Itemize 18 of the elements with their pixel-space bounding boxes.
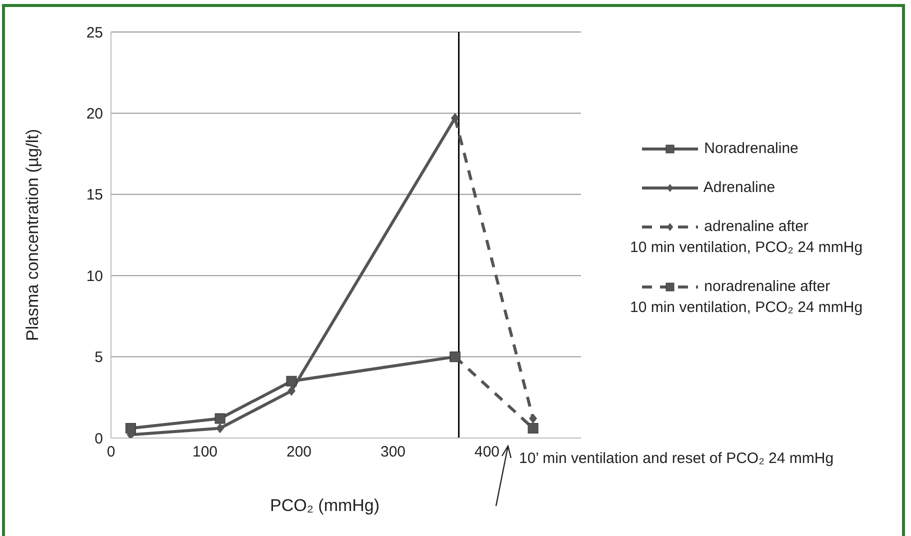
legend-label: Noradrenaline — [703, 140, 800, 157]
y-tick-label: 15 — [86, 186, 103, 204]
y-axis-title: Plasma concentration (µg/lt) — [23, 129, 43, 341]
legend-label: Adrenaline — [702, 179, 776, 196]
y-tick-label: 5 — [94, 349, 103, 366]
x-tick-label: 200 — [286, 444, 312, 461]
x-axis-title: PCO₂ (mmHg) — [270, 496, 380, 516]
y-tick-label: 25 — [86, 24, 103, 42]
legend-label: noradrenaline after 10 min ventilation, PCO₂ 24 mmHg — [630, 278, 863, 316]
legend-label: adrenaline after 10 min ventilation, PCO₂ 24 mmHg — [630, 218, 863, 256]
x-tick-label: 400 — [474, 444, 500, 461]
text: 10’ min ventilation and reset of PCO₂ 24 mmHg — [519, 450, 834, 467]
y-tick-label: 0 — [94, 430, 103, 448]
x-tick-label: 100 — [192, 444, 218, 461]
x-tick-label: 300 — [380, 444, 406, 461]
y-tick-label: 10 — [86, 268, 103, 285]
x-tick-label: 0 — [106, 444, 116, 461]
y-tick-label: 20 — [86, 106, 103, 123]
